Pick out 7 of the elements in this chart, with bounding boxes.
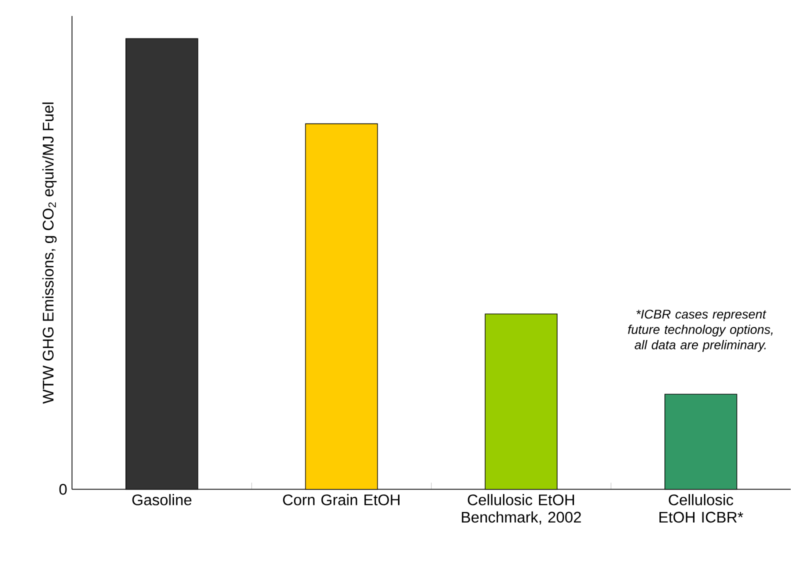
- annotation: *ICBR cases represent future technology options, all data are preliminary.: [628, 310, 773, 352]
- x-tick-label: Gasoline: [132, 494, 192, 506]
- x-tick-label: Cellulosic EtOH Benchmark, 2002: [462, 494, 581, 524]
- y-axis-title: WTW GHG Emissions, g CO$_{2}$ equiv/MJ Fuel: [42, 102, 57, 404]
- text: 0: [59, 484, 67, 495]
- x-tick-label: Corn Grain EtOH: [283, 494, 400, 506]
- x-tick-label: Cellulosic EtOH ICBR*: [659, 494, 744, 523]
